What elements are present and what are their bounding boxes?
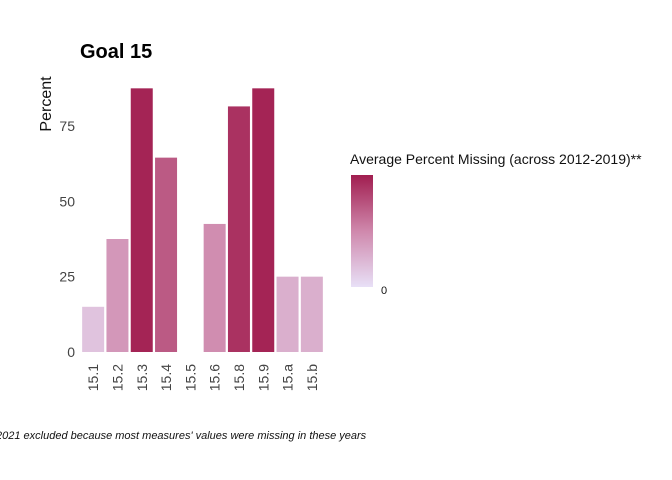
y-axis-ticks: 0 25 50 75: [59, 118, 75, 360]
bars: [82, 88, 323, 352]
y-axis-label: Percent: [38, 76, 55, 132]
x-tick-label: 15.a: [280, 364, 296, 391]
x-tick-label: 15.1: [85, 364, 101, 391]
x-tick-label: 15.4: [158, 364, 174, 391]
y-tick-label: 50: [59, 193, 75, 209]
bar: [203, 223, 226, 352]
bar: [155, 157, 178, 352]
x-axis-ticks: 15.1 15.2 15.3 15.4 15.5 15.6 15.8 15.9 15.a 15.b: [85, 364, 320, 391]
chart-caption: 2021 excluded because most measures' val…: [0, 430, 367, 442]
x-tick-label: 15.6: [207, 364, 223, 391]
legend: Average Percent Missing (across 2012-201…: [350, 151, 642, 297]
y-tick-label: 0: [67, 344, 75, 360]
chart-title: Goal 15: [80, 41, 152, 63]
bar: [276, 276, 299, 352]
bar: [227, 106, 250, 352]
x-tick-label: 15.8: [231, 364, 247, 391]
bar: [300, 276, 323, 352]
legend-colorbar: [351, 175, 373, 287]
x-tick-label: 15.5: [182, 364, 198, 391]
bar: [130, 88, 153, 352]
x-tick-label: 15.b: [304, 364, 320, 391]
bar: [82, 306, 105, 352]
legend-title: Average Percent Missing (across 2012-201…: [350, 151, 642, 167]
x-tick-label: 15.2: [109, 364, 125, 391]
x-tick-label: 15.3: [134, 364, 150, 391]
bar: [252, 88, 275, 352]
y-tick-label: 75: [59, 118, 75, 134]
bar: [106, 239, 129, 352]
legend-tick-label: 0: [381, 285, 387, 297]
y-tick-label: 25: [59, 269, 75, 285]
x-tick-label: 15.9: [255, 364, 271, 391]
